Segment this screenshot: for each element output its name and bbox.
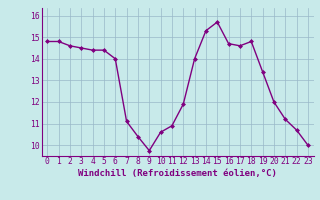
X-axis label: Windchill (Refroidissement éolien,°C): Windchill (Refroidissement éolien,°C) bbox=[78, 169, 277, 178]
